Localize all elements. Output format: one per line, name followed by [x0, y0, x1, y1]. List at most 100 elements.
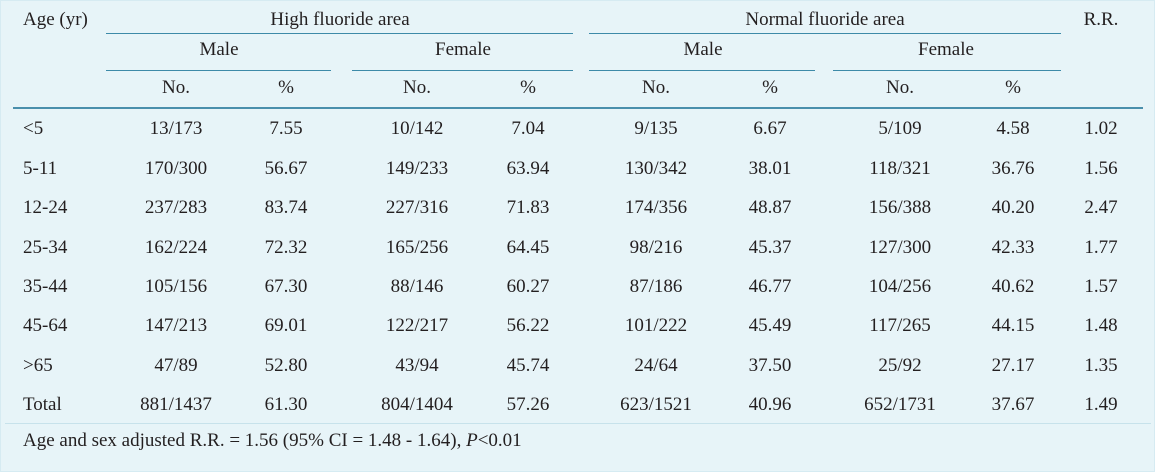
cell-hm-no: 881/1437: [140, 394, 212, 415]
cell-hf-no: 165/256: [385, 237, 449, 258]
cell-hm-no: 170/300: [144, 158, 208, 179]
header-normal-female: Female: [918, 39, 974, 60]
cell-hm-pct: 69.01: [264, 315, 308, 336]
cell-nf-no: 652/1731: [864, 394, 936, 415]
cell-hf-no: 149/233: [385, 158, 449, 179]
cell-hm-pct: 56.67: [264, 158, 308, 179]
cell-hf-pct: 63.94: [506, 158, 550, 179]
cell-rr: 1.49: [1084, 394, 1118, 415]
cell-age: 5-11: [23, 158, 58, 179]
cell-rr: 1.35: [1084, 355, 1118, 376]
cell-age: 25-34: [23, 237, 68, 258]
cell-nf-no: 5/109: [878, 118, 922, 139]
footnote-band: [5, 423, 1151, 470]
header-normal-fluoride-area: Normal fluoride area: [745, 9, 905, 30]
cell-nm-no: 24/64: [634, 355, 678, 376]
rule-normal-female: [833, 70, 1061, 71]
cell-nf-pct: 40.62: [991, 276, 1035, 297]
cell-nf-pct: 37.67: [991, 394, 1035, 415]
cell-nm-pct: 48.87: [748, 197, 792, 218]
cell-hm-pct: 72.32: [264, 237, 308, 258]
cell-hf-no: 122/217: [385, 315, 449, 336]
rule-high-male: [106, 70, 331, 71]
footnote: Age and sex adjusted R.R. = 1.56 (95% CI…: [23, 430, 522, 452]
rule-normal-area: [589, 33, 1061, 34]
header-bottom-rule: [13, 107, 1143, 109]
cell-nm-no: 130/342: [624, 158, 688, 179]
cell-age: 45-64: [23, 315, 68, 336]
cell-nf-pct: 42.33: [991, 237, 1035, 258]
cell-rr: 1.48: [1084, 315, 1118, 336]
cell-hf-no: 43/94: [395, 355, 439, 376]
cell-hf-pct: 56.22: [506, 315, 550, 336]
footnote-text: Age and sex adjusted R.R. = 1.56 (95% CI…: [23, 430, 467, 451]
cell-nm-no: 174/356: [624, 197, 688, 218]
cell-hm-no: 162/224: [144, 237, 208, 258]
cell-nf-no: 104/256: [868, 276, 932, 297]
cell-nm-pct: 45.37: [748, 237, 792, 258]
cell-hf-pct: 60.27: [506, 276, 550, 297]
cell-hf-no: 10/142: [390, 118, 444, 139]
cell-nm-pct: 46.77: [748, 276, 792, 297]
header-high-male: Male: [199, 39, 239, 60]
cell-nm-no: 87/186: [629, 276, 683, 297]
cell-rr: 1.02: [1084, 118, 1118, 139]
cell-nm-no: 9/135: [634, 118, 678, 139]
header-nm-no: No.: [642, 77, 670, 98]
cell-hf-no: 804/1404: [381, 394, 453, 415]
cell-hf-pct: 71.83: [506, 197, 550, 218]
cell-rr: 1.56: [1084, 158, 1118, 179]
cell-hm-no: 147/213: [144, 315, 208, 336]
cell-rr: 1.57: [1084, 276, 1118, 297]
header-hf-pct: %: [520, 77, 536, 98]
cell-nm-pct: 45.49: [748, 315, 792, 336]
cell-nf-no: 25/92: [878, 355, 922, 376]
cell-hm-no: 237/283: [144, 197, 208, 218]
cell-nf-no: 117/265: [869, 315, 931, 336]
header-high-fluoride-area: High fluoride area: [270, 9, 410, 30]
cell-nm-pct: 6.67: [753, 118, 787, 139]
cell-hm-pct: 61.30: [264, 394, 308, 415]
cell-hf-no: 227/316: [385, 197, 449, 218]
header-hf-no: No.: [403, 77, 431, 98]
header-hm-pct: %: [278, 77, 294, 98]
cell-rr: 2.47: [1084, 197, 1118, 218]
cell-nf-pct: 44.15: [991, 315, 1035, 336]
cell-hf-no: 88/146: [390, 276, 444, 297]
cell-nf-no: 118/321: [869, 158, 931, 179]
header-hm-no: No.: [162, 77, 190, 98]
cell-nf-no: 156/388: [868, 197, 932, 218]
cell-hm-no: 105/156: [144, 276, 208, 297]
cell-nm-pct: 38.01: [748, 158, 792, 179]
cell-hm-pct: 7.55: [269, 118, 303, 139]
cell-hm-pct: 67.30: [264, 276, 308, 297]
cell-hf-pct: 7.04: [511, 118, 545, 139]
cell-age: 12-24: [23, 197, 68, 218]
rule-high-area: [106, 33, 573, 34]
cell-age: >65: [23, 355, 53, 376]
cell-nm-no: 623/1521: [620, 394, 692, 415]
cell-age: 35-44: [23, 276, 68, 297]
footnote-p-symbol: P: [466, 430, 478, 451]
header-nm-pct: %: [762, 77, 778, 98]
header-nf-no: No.: [886, 77, 914, 98]
cell-nm-no: 98/216: [629, 237, 683, 258]
header-age: Age (yr): [23, 9, 88, 30]
cell-nm-pct: 37.50: [748, 355, 792, 376]
rule-normal-male: [589, 70, 815, 71]
cell-nf-no: 127/300: [868, 237, 932, 258]
rule-high-female: [352, 70, 573, 71]
cell-hm-no: 47/89: [154, 355, 198, 376]
header-nf-pct: %: [1005, 77, 1021, 98]
cell-hf-pct: 64.45: [506, 237, 550, 258]
cell-nm-no: 101/222: [624, 315, 688, 336]
cell-hm-pct: 52.80: [264, 355, 308, 376]
cell-hf-pct: 45.74: [506, 355, 550, 376]
cell-nf-pct: 27.17: [991, 355, 1035, 376]
header-high-female: Female: [435, 39, 491, 60]
cell-hf-pct: 57.26: [506, 394, 550, 415]
cell-nf-pct: 4.58: [996, 118, 1030, 139]
header-rr: R.R.: [1083, 9, 1119, 30]
footnote-p-value: <0.01: [477, 430, 522, 451]
cell-hm-pct: 83.74: [264, 197, 308, 218]
